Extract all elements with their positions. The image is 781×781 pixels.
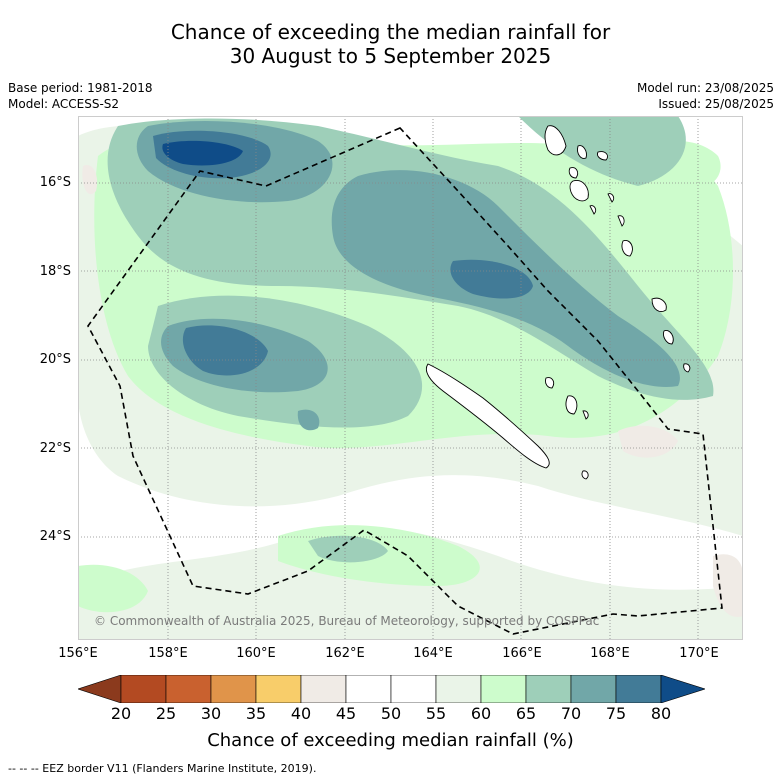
vanuatu-islands-central bbox=[589, 193, 633, 257]
colorbar-tick-label: 70 bbox=[560, 704, 582, 723]
colorbar-cell bbox=[435, 675, 482, 703]
colorbar-under-arrow bbox=[78, 675, 122, 703]
colorbar-cell bbox=[480, 675, 527, 703]
lat-label-22s: 22°S bbox=[39, 441, 71, 456]
lon-label-168e: 168°E bbox=[590, 646, 630, 661]
lat-label-20s: 20°S bbox=[39, 352, 71, 367]
colorbar-cell bbox=[120, 675, 167, 703]
colorbar-tick-label: 20 bbox=[110, 704, 132, 723]
colorbar-tick-label: 80 bbox=[650, 704, 672, 723]
lat-label-24s: 24°S bbox=[39, 529, 71, 544]
colorbar-tick-label: 75 bbox=[605, 704, 627, 723]
colorbar-cell bbox=[345, 675, 392, 703]
colorbar-label: Chance of exceeding median rainfall (%) bbox=[207, 730, 574, 751]
colorbar-tick-label: 45 bbox=[335, 704, 357, 723]
model-text: Model: ACCESS-S2 bbox=[8, 97, 120, 111]
colorbar-over-arrow bbox=[660, 675, 705, 703]
contour-40-45 bbox=[82, 165, 743, 617]
land-outlines bbox=[425, 125, 691, 480]
lat-label-16s: 16°S bbox=[39, 175, 71, 190]
lon-label-164e: 164°E bbox=[413, 646, 453, 661]
colorbar-cell bbox=[255, 675, 302, 703]
isle-of-pines bbox=[581, 470, 589, 480]
map-graticule bbox=[78, 116, 743, 640]
lon-label-170e: 170°E bbox=[679, 646, 719, 661]
colorbar-tick-label: 55 bbox=[425, 704, 447, 723]
map-title-line1: Chance of exceeding the median rainfall … bbox=[170, 20, 611, 44]
map-title-line2: 30 August to 5 September 2025 bbox=[229, 44, 552, 68]
colorbar-cell bbox=[570, 675, 617, 703]
vanuatu-erromango-tanna bbox=[651, 297, 674, 345]
model-run-text: Model run: 23/08/2025 bbox=[636, 81, 774, 95]
vanuatu-espiritu-santo bbox=[544, 125, 567, 156]
colorbar-cell bbox=[165, 675, 212, 703]
colorbar-tick-label: 50 bbox=[380, 704, 402, 723]
new-caledonia-island bbox=[425, 363, 550, 469]
colorbar-cell bbox=[210, 675, 257, 703]
colorbar-tick-label: 65 bbox=[515, 704, 537, 723]
vanuatu-malekula bbox=[569, 180, 589, 202]
vanuatu-islands-north bbox=[568, 145, 609, 179]
copyright-text: © Commonwealth of Australia 2025, Bureau… bbox=[94, 614, 600, 628]
colorbar-cell bbox=[615, 675, 662, 703]
eez-legend-text: -- -- -- EEZ border V11 (Flanders Marine… bbox=[8, 762, 317, 775]
colorbar-tick-label: 35 bbox=[245, 704, 267, 723]
base-period-text: Base period: 1981-2018 bbox=[8, 81, 153, 95]
colorbar-tick-label: 60 bbox=[470, 704, 492, 723]
lon-label-156e: 156°E bbox=[58, 646, 98, 661]
colorbar-tick-label: 30 bbox=[200, 704, 222, 723]
map-frame bbox=[78, 116, 743, 640]
lon-label-162e: 162°E bbox=[325, 646, 365, 661]
colorbar bbox=[78, 675, 705, 703]
lon-label-160e: 160°E bbox=[236, 646, 276, 661]
loyalty-islands bbox=[545, 377, 589, 420]
issued-text: Issued: 25/08/2025 bbox=[658, 97, 774, 111]
lon-label-166e: 166°E bbox=[502, 646, 542, 661]
colorbar-cell bbox=[390, 675, 437, 703]
colorbar-tick-label: 40 bbox=[290, 704, 312, 723]
colorbar-tick-label: 25 bbox=[155, 704, 177, 723]
vanuatu-aneityum bbox=[683, 363, 691, 373]
lon-label-158e: 158°E bbox=[148, 646, 188, 661]
eez-border-line bbox=[87, 127, 723, 635]
contour-over-80 bbox=[162, 140, 243, 166]
colorbar-cell bbox=[525, 675, 572, 703]
rainfall-map bbox=[78, 116, 743, 640]
lat-label-18s: 18°S bbox=[39, 264, 71, 279]
colorbar-cell bbox=[300, 675, 347, 703]
